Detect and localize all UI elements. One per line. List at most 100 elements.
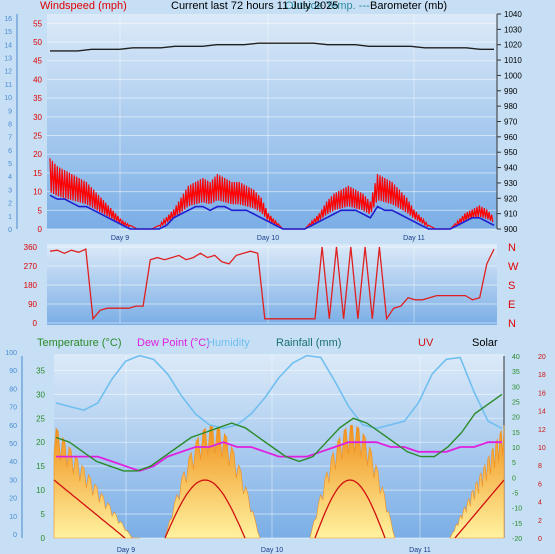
wind-series: [49, 42, 495, 230]
dewpoint-line: [56, 441, 502, 472]
rain-tick-label: -5: [512, 491, 518, 498]
beaufort-tick-label: 5: [8, 161, 12, 168]
beaufort-tick-label: 16: [4, 16, 12, 23]
day-tick-label: Day 10: [261, 547, 283, 554]
humidity-tick-label: 30: [9, 477, 17, 484]
humidity-tick-label: 50: [9, 441, 17, 448]
uv-tick-label: 20: [538, 354, 546, 361]
humidity-tick-label: 60: [9, 423, 17, 430]
barometer-tick-label: 1030: [504, 25, 522, 34]
rain-tick-label: 20: [512, 415, 520, 422]
barometer-tick-label: 1000: [504, 71, 522, 80]
barometer-tick-label: 910: [504, 210, 518, 219]
beaufort-tick-label: 10: [4, 95, 12, 102]
wind-tick-label: 0: [38, 225, 43, 234]
beaufort-tick-label: 12: [4, 69, 12, 76]
uv-tick-label: 10: [538, 445, 546, 452]
legend-humidity: Humidity: [207, 337, 250, 349]
direction-tick-label: 360: [24, 243, 38, 252]
beaufort-tick-label: 6: [8, 148, 12, 155]
temperature-tick-label: 30: [36, 390, 45, 399]
uv-line: [454, 479, 505, 539]
wind-tick-label: 40: [33, 75, 42, 84]
beaufort-tick-label: 15: [4, 29, 12, 36]
beaufort-tick-label: 1: [8, 214, 12, 221]
humidity-line: [55, 354, 503, 430]
day-tick-label: Day 9: [111, 235, 129, 242]
compass-label: W: [508, 261, 519, 273]
barometer-tick-label: 1020: [504, 41, 522, 50]
barometer-tick-label: 940: [504, 164, 518, 173]
wind-plot-area: [47, 14, 497, 229]
temperature-tick-label: 35: [36, 366, 45, 375]
uv-line: [164, 479, 246, 539]
legend-rainfall: Rainfall (mm): [276, 337, 341, 349]
uv-tick-label: 12: [538, 427, 546, 434]
legend-dewpoint: Dew Point (°C): [137, 337, 210, 349]
uv-line: [314, 479, 386, 539]
barometer-tick-label: 1040: [504, 10, 522, 19]
humidity-tick-label: 20: [9, 496, 17, 503]
barometer-line: [50, 42, 494, 52]
solar-area: [164, 424, 261, 539]
beaufort-tick-label: 9: [8, 108, 12, 115]
beaufort-tick-label: 4: [8, 174, 12, 181]
temperature-tick-label: 15: [36, 462, 45, 471]
uv-tick-label: 14: [538, 409, 546, 416]
humidity-tick-label: 0: [13, 532, 17, 539]
wind-gust-line: [49, 158, 494, 230]
wind-tick-label: 20: [33, 150, 42, 159]
temperature-tick-label: 20: [36, 438, 45, 447]
barometer-tick-label: 980: [504, 102, 518, 111]
chart-title: Current last 72 hours 11 July 2025: [171, 0, 338, 12]
barometer-tick-label: 920: [504, 194, 518, 203]
temp-series: [53, 354, 505, 539]
temperature-tick-label: 25: [36, 414, 45, 423]
beaufort-tick-label: 0: [8, 227, 12, 234]
beaufort-tick-label: 11: [5, 82, 12, 89]
legend-temperature: Temperature (°C): [37, 337, 121, 349]
uv-tick-label: 4: [538, 500, 542, 507]
compass-label: S: [508, 280, 515, 292]
beaufort-tick-label: 2: [8, 201, 12, 208]
solar-area: [53, 427, 140, 539]
beaufort-tick-label: 7: [8, 135, 12, 142]
beaufort-tick-label: 3: [8, 187, 12, 194]
barometer-tick-label: 950: [504, 148, 518, 157]
overlap-text: Outside Temp. ---: [285, 0, 370, 12]
legend-uv: UV: [418, 337, 434, 349]
barometer-tick-label: 970: [504, 118, 518, 127]
legend-solar: Solar: [472, 337, 498, 349]
temperature-line: [55, 393, 503, 472]
uv-tick-label: 16: [538, 390, 546, 397]
temperature-tick-label: 5: [41, 510, 46, 519]
uv-tick-label: 6: [538, 481, 542, 488]
wind-direction-line: [49, 246, 495, 321]
humidity-tick-label: 80: [9, 386, 17, 393]
direction-tick-label: 90: [28, 300, 37, 309]
humidity-tick-label: 70: [9, 405, 17, 412]
beaufort-tick-label: 8: [8, 121, 12, 128]
wind-tick-label: 50: [33, 38, 42, 47]
solar-area: [449, 425, 505, 539]
beaufort-tick-label: 13: [4, 56, 12, 63]
rain-tick-label: -20: [512, 536, 522, 543]
wind-tick-label: 10: [33, 188, 42, 197]
uv-tick-label: 0: [538, 536, 542, 543]
barometer-tick-label: 990: [504, 87, 518, 96]
rain-tick-label: 0: [512, 475, 516, 482]
humidity-tick-label: 100: [5, 350, 17, 357]
rain-tick-label: 5: [512, 460, 516, 467]
rain-tick-label: 25: [512, 400, 520, 407]
rain-tick-label: 40: [512, 354, 520, 361]
wind-tick-label: 35: [33, 94, 42, 103]
day-tick-label: Day 10: [257, 235, 279, 242]
temp-plot-area: [54, 354, 504, 538]
wind-tick-label: 15: [33, 169, 42, 178]
direction-series: [49, 246, 495, 321]
direction-tick-label: 180: [24, 281, 38, 290]
uv-tick-label: 2: [538, 518, 542, 525]
wind-tick-label: 30: [33, 113, 42, 122]
